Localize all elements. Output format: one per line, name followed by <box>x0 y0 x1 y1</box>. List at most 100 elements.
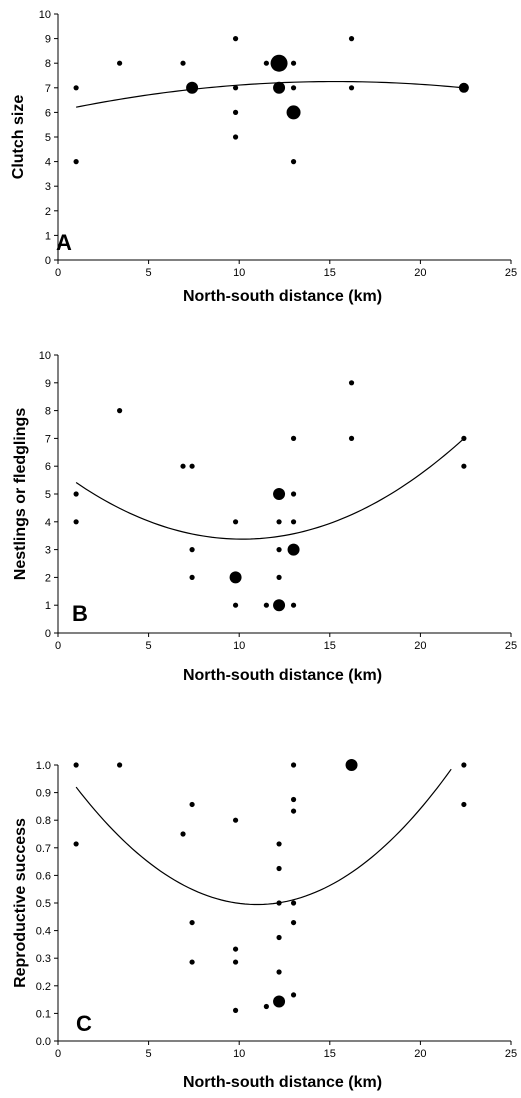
data-point <box>73 85 79 91</box>
y-tick-label: 0.5 <box>36 898 51 910</box>
y-tick-label: 6 <box>45 107 51 119</box>
data-point <box>73 519 79 525</box>
y-tick-label: 2 <box>45 572 51 584</box>
data-point <box>232 519 239 525</box>
data-point <box>189 919 195 926</box>
y-tick-label: 3 <box>45 181 51 193</box>
x-tick-label: 20 <box>414 1048 426 1060</box>
x-axis-title: North-south distance (km) <box>183 667 382 684</box>
data-point <box>180 60 186 66</box>
data-point <box>290 919 297 926</box>
data-point <box>189 463 195 469</box>
data-point <box>290 519 297 525</box>
data-point <box>290 491 297 497</box>
y-tick-label: 8 <box>45 58 51 70</box>
x-tick-label: 0 <box>55 1048 61 1060</box>
y-tick-label: 3 <box>45 545 51 557</box>
data-point <box>232 946 239 952</box>
x-tick-label: 5 <box>146 1048 152 1060</box>
data-point <box>276 574 282 581</box>
data-point <box>273 599 286 612</box>
data-point <box>273 81 286 94</box>
data-point <box>232 109 239 115</box>
y-tick-label: 0.1 <box>36 1008 51 1020</box>
x-axis-title: North-south distance (km) <box>183 1074 382 1091</box>
y-tick-label: 10 <box>39 350 51 362</box>
data-point <box>117 60 123 66</box>
x-tick-label: 25 <box>505 640 517 652</box>
data-point <box>73 841 79 847</box>
data-point <box>117 762 123 768</box>
data-point <box>276 547 282 553</box>
x-tick-label: 20 <box>414 640 426 652</box>
data-point <box>276 934 282 941</box>
data-point <box>348 36 355 42</box>
y-tick-label: 10 <box>39 9 51 21</box>
data-point <box>290 900 297 906</box>
x-tick-label: 15 <box>324 1048 336 1060</box>
x-tick-label: 10 <box>233 1048 245 1060</box>
data-point <box>189 959 195 965</box>
data-point <box>189 574 195 581</box>
fitted-curve <box>76 80 464 108</box>
data-point <box>186 81 199 94</box>
x-tick-label: 0 <box>55 267 61 279</box>
y-tick-label: 2 <box>45 206 51 218</box>
chart-panel-a: 0 1 2 3 4 5 6 7 8 9 10 0 5 10 15 20 25 North-south distan… <box>10 9 517 305</box>
panel-label: B <box>72 601 88 626</box>
data-point <box>345 759 358 771</box>
data-point <box>73 159 79 165</box>
data-point <box>273 488 286 500</box>
data-point <box>290 796 297 803</box>
chart-panel-b: 0 1 2 3 4 5 6 7 8 9 10 0 5 10 15 20 25 North-south distan… <box>12 350 517 684</box>
y-tick-label: 0.0 <box>36 1036 51 1048</box>
y-tick-label: 6 <box>45 461 51 473</box>
y-tick-label: 8 <box>45 406 51 418</box>
y-tick-label: 1 <box>45 600 51 612</box>
fitted-curve <box>75 768 452 906</box>
data-point <box>290 85 297 91</box>
x-tick-label: 5 <box>146 640 152 652</box>
data-point <box>232 602 239 608</box>
x-tick-label: 25 <box>505 267 517 279</box>
x-tick-label: 0 <box>55 640 61 652</box>
data-point <box>73 762 79 768</box>
data-point <box>458 82 469 93</box>
y-axis-title: Clutch size <box>10 95 27 180</box>
y-axis-title: Nestlings or fledglings <box>12 408 29 581</box>
y-tick-label: 5 <box>45 132 51 144</box>
y-tick-label: 0.4 <box>36 926 51 938</box>
x-tick-label: 10 <box>233 640 245 652</box>
y-tick-label: 9 <box>45 34 51 46</box>
data-point <box>461 762 467 768</box>
x-tick-label: 20 <box>414 267 426 279</box>
y-tick-label: 0 <box>45 628 51 640</box>
data-point <box>270 54 288 72</box>
data-point <box>348 380 355 386</box>
data-point <box>348 85 355 91</box>
x-tick-label: 5 <box>146 267 152 279</box>
data-point <box>290 159 297 165</box>
data-point <box>180 463 186 469</box>
data-point <box>180 831 186 837</box>
data-point <box>232 817 239 823</box>
data-point <box>263 60 269 66</box>
data-point <box>290 992 297 998</box>
x-tick-label: 10 <box>233 267 245 279</box>
data-point <box>276 865 282 872</box>
data-point <box>276 519 282 525</box>
y-tick-label: 0.8 <box>36 815 51 827</box>
y-tick-label: 0.7 <box>36 843 51 855</box>
x-tick-label: 15 <box>324 267 336 279</box>
data-point <box>263 1003 269 1010</box>
data-point <box>117 408 123 414</box>
x-axis-title: North-south distance (km) <box>183 288 382 305</box>
data-point <box>189 801 195 808</box>
data-point <box>232 36 239 42</box>
data-point <box>273 995 286 1008</box>
data-point <box>232 85 239 91</box>
y-tick-label: 0 <box>45 255 51 267</box>
y-tick-label: 9 <box>45 378 51 390</box>
y-tick-label: 4 <box>45 157 51 169</box>
data-point <box>286 105 301 120</box>
